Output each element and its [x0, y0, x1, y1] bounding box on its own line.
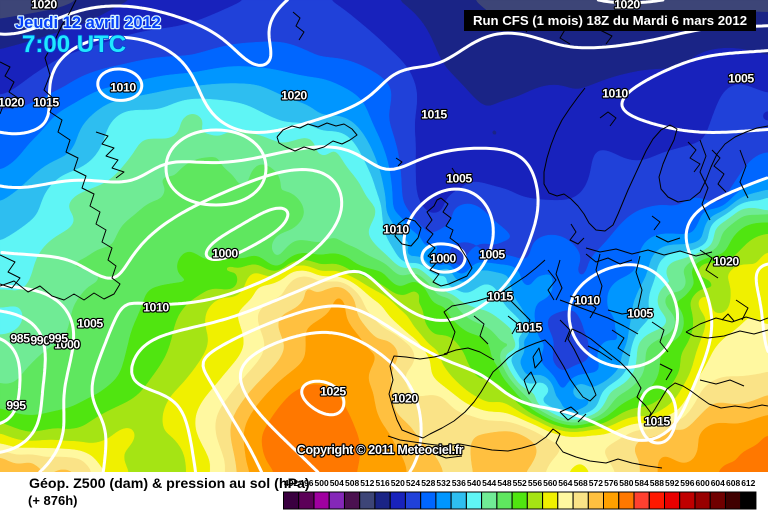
svg-text:Run CFS (1 mois) 18Z du Mardi: Run CFS (1 mois) 18Z du Mardi 6 mars 201…: [473, 13, 747, 28]
svg-text:1005: 1005: [77, 317, 103, 331]
svg-text:540: 540: [467, 478, 481, 488]
svg-text:1005: 1005: [627, 307, 653, 321]
svg-text:580: 580: [619, 478, 633, 488]
svg-text:604: 604: [711, 478, 725, 488]
svg-text:592: 592: [665, 478, 679, 488]
svg-text:596: 596: [680, 478, 694, 488]
svg-text:995: 995: [6, 399, 26, 413]
svg-text:1015: 1015: [644, 415, 670, 429]
svg-text:Copyright © 2011 Meteociel.fr: Copyright © 2011 Meteociel.fr: [297, 443, 464, 457]
svg-text:556: 556: [528, 478, 542, 488]
svg-text:1000: 1000: [212, 247, 238, 261]
svg-text:512: 512: [360, 478, 374, 488]
svg-text:500: 500: [315, 478, 329, 488]
svg-text:600: 600: [696, 478, 710, 488]
svg-text:548: 548: [497, 478, 511, 488]
svg-text:1020: 1020: [281, 89, 307, 103]
svg-text:1020: 1020: [614, 0, 640, 12]
svg-text:1010: 1010: [574, 294, 600, 308]
svg-text:1020: 1020: [392, 392, 418, 406]
svg-text:1005: 1005: [479, 248, 505, 262]
svg-text:516: 516: [376, 478, 390, 488]
svg-text:1010: 1010: [110, 81, 136, 95]
svg-text:508: 508: [345, 478, 359, 488]
svg-text:520: 520: [391, 478, 405, 488]
svg-text:504: 504: [330, 478, 344, 488]
svg-text:990: 990: [30, 334, 50, 348]
svg-text:985: 985: [10, 332, 30, 346]
svg-text:524: 524: [406, 478, 420, 488]
svg-text:1020: 1020: [0, 96, 24, 110]
svg-text:1015: 1015: [421, 108, 447, 122]
svg-text:528: 528: [421, 478, 435, 488]
svg-text:544: 544: [482, 478, 496, 488]
svg-text:Géop. Z500 (dam) & pression au: Géop. Z500 (dam) & pression au sol (hPa): [29, 476, 310, 492]
svg-text:1015: 1015: [33, 96, 59, 110]
svg-text:(+ 876h): (+ 876h): [28, 493, 78, 508]
svg-text:995: 995: [48, 332, 68, 346]
svg-text:1020: 1020: [713, 255, 739, 269]
svg-text:1015: 1015: [487, 290, 513, 304]
svg-text:576: 576: [604, 478, 618, 488]
svg-text:1000: 1000: [430, 252, 456, 266]
svg-text:7:00 UTC: 7:00 UTC: [22, 31, 126, 58]
svg-text:564: 564: [558, 478, 572, 488]
svg-text:612: 612: [741, 478, 755, 488]
svg-text:Jeudi 12 avril 2012: Jeudi 12 avril 2012: [15, 14, 161, 32]
svg-text:532: 532: [436, 478, 450, 488]
svg-text:568: 568: [574, 478, 588, 488]
svg-text:1015: 1015: [516, 321, 542, 335]
svg-text:1010: 1010: [602, 87, 628, 101]
svg-text:588: 588: [650, 478, 664, 488]
svg-text:1005: 1005: [446, 172, 472, 186]
svg-text:496: 496: [299, 478, 313, 488]
svg-text:1010: 1010: [383, 223, 409, 237]
svg-text:492: 492: [284, 478, 298, 488]
svg-text:608: 608: [726, 478, 740, 488]
svg-text:1020: 1020: [31, 0, 57, 12]
svg-text:1010: 1010: [143, 301, 169, 315]
svg-text:1005: 1005: [728, 72, 754, 86]
svg-text:572: 572: [589, 478, 603, 488]
svg-text:1025: 1025: [320, 385, 346, 399]
svg-text:536: 536: [452, 478, 466, 488]
svg-text:1000: 1000: [54, 338, 80, 352]
svg-text:584: 584: [635, 478, 649, 488]
svg-text:560: 560: [543, 478, 557, 488]
svg-text:552: 552: [513, 478, 527, 488]
